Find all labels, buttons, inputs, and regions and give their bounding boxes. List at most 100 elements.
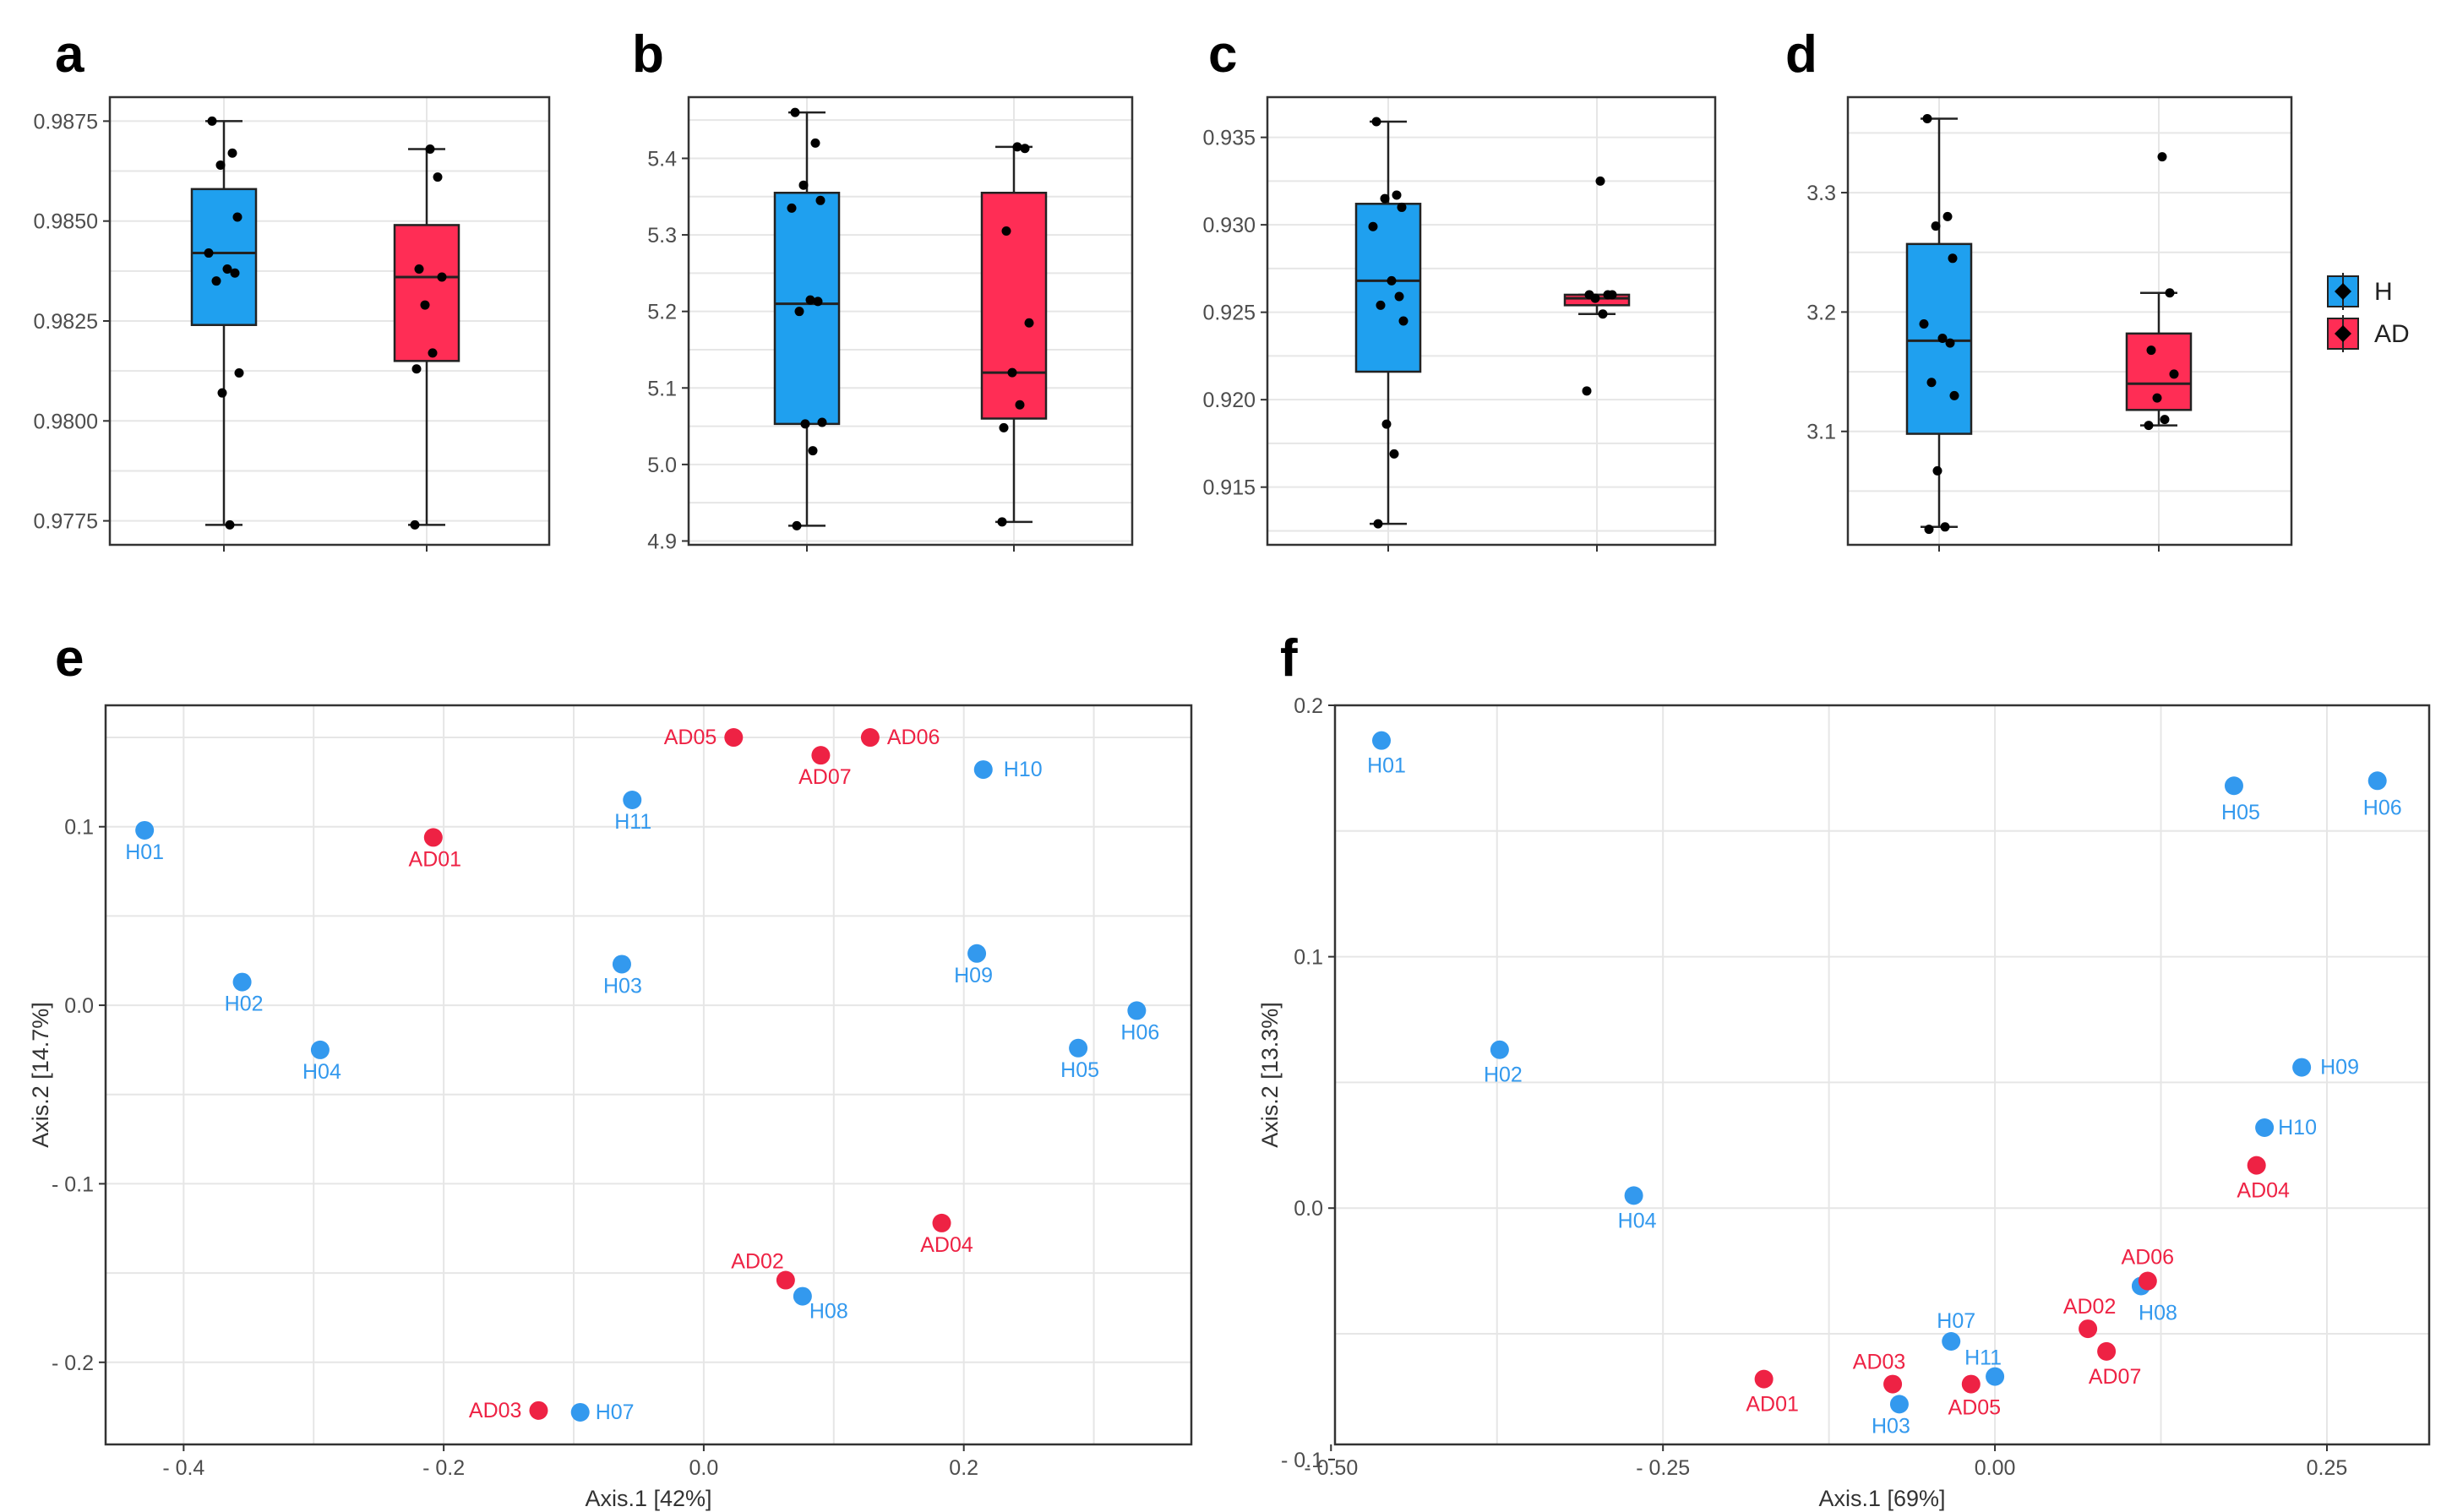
y-tick-label: 5.2 (647, 301, 677, 324)
data-point (225, 519, 235, 530)
y-tick-label: - 0.1 (1281, 1449, 1323, 1472)
data-point (805, 295, 815, 305)
point-label: H07 (596, 1401, 635, 1424)
point-label: H07 (1937, 1309, 1975, 1333)
y-tick-label: - 0.2 (52, 1352, 94, 1375)
data-point (1381, 419, 1392, 429)
data-point (1012, 142, 1022, 152)
data-point (211, 276, 221, 286)
x-tick-label: 0.25 (2307, 1456, 2348, 1480)
data-point (798, 180, 809, 190)
point-AD02 (2079, 1319, 2098, 1339)
plot-border (1846, 95, 2293, 547)
point-label: AD03 (469, 1399, 522, 1422)
data-point (2144, 421, 2154, 431)
plot-border (1333, 704, 2431, 1446)
point-H06 (2367, 771, 2387, 791)
point-label: AD03 (1853, 1351, 1906, 1374)
y-tick-label: 0.930 (1202, 214, 1256, 237)
data-point (1394, 291, 1404, 302)
point-H08 (793, 1286, 812, 1306)
point-AD04 (2247, 1156, 2266, 1175)
point-H02 (1490, 1040, 1509, 1059)
data-point (815, 195, 825, 205)
y-tick-label: 3.1 (1806, 421, 1836, 444)
plot-area (1335, 705, 2429, 1444)
data-point (2165, 288, 2175, 298)
data-point (1948, 253, 1958, 264)
x-axis-title: Axis.1 [42%] (585, 1486, 711, 1511)
data-point (420, 300, 430, 310)
data-point (217, 388, 227, 398)
data-point (1945, 338, 1955, 348)
point-label: H10 (2278, 1116, 2317, 1139)
data-point (1398, 316, 1408, 326)
box-H (190, 188, 258, 326)
point-AD02 (776, 1270, 795, 1290)
panel-label: c (1208, 25, 1237, 84)
data-point (997, 517, 1007, 527)
data-point (433, 172, 443, 182)
point-H11 (623, 791, 642, 810)
plot-border (104, 704, 1193, 1446)
x-tick-label: - 0.25 (1636, 1456, 1690, 1480)
y-tick-label: 3.3 (1806, 182, 1836, 205)
point-H04 (310, 1040, 330, 1059)
point-H06 (1127, 1001, 1147, 1020)
point-AD07 (811, 746, 831, 765)
data-point (1942, 211, 1953, 221)
point-label: AD04 (2237, 1179, 2290, 1203)
point-AD03 (1883, 1374, 1903, 1394)
x-tick-label: 0.0 (689, 1456, 719, 1480)
box-H (773, 191, 841, 426)
point-label: H10 (1004, 758, 1043, 781)
point-label: AD06 (2122, 1246, 2175, 1270)
point-H01 (1372, 731, 1392, 750)
point-H01 (135, 820, 155, 840)
point-label: H08 (2139, 1302, 2177, 1325)
data-point (1926, 378, 1937, 388)
point-label: H04 (302, 1060, 341, 1084)
y-tick-label: 0.925 (1202, 302, 1256, 325)
data-point (428, 348, 438, 358)
point-AD05 (1961, 1374, 1981, 1394)
legend-diamond-icon (2335, 283, 2351, 300)
y-tick-label: 0.9825 (34, 310, 98, 334)
point-H09 (967, 944, 987, 963)
data-point (425, 144, 435, 155)
x-axis-title: Axis.1 [69%] (1818, 1486, 1945, 1511)
y-tick-label: 0.1 (1294, 946, 1323, 970)
point-H11 (1986, 1367, 2005, 1386)
point-H10 (2255, 1118, 2275, 1137)
data-point (817, 417, 827, 427)
point-label: H05 (2221, 801, 2260, 824)
data-point (1389, 449, 1399, 459)
data-point (810, 138, 820, 148)
data-point (1368, 221, 1378, 231)
y-tick-label: - 0.1 (52, 1172, 94, 1196)
data-point (2157, 152, 2167, 162)
data-point (222, 264, 232, 274)
data-point (1001, 226, 1011, 237)
data-point (227, 148, 237, 158)
y-tick-label: 0.9800 (34, 410, 98, 433)
point-H07 (1942, 1331, 1961, 1351)
data-point (1598, 309, 1608, 319)
data-point (2152, 393, 2162, 403)
data-point (1931, 221, 1941, 231)
panel-c: c 0.915 0.920 0.925 0.930 0.935 (1202, 25, 1717, 552)
plot-border (1266, 95, 1717, 547)
plot-border (108, 95, 551, 547)
point-label: H11 (614, 810, 651, 834)
y-tick-label: 5.0 (647, 454, 677, 477)
point-label: H09 (954, 964, 993, 987)
panel-label: d (1785, 25, 1817, 84)
x-tick-label: - 0.2 (422, 1456, 465, 1480)
data-point (1015, 400, 1025, 410)
y-axis-title: Axis.2 [14.7%] (28, 1002, 53, 1148)
data-point (1020, 144, 1030, 154)
box-AD (393, 224, 460, 362)
point-label: H11 (1964, 1346, 2002, 1370)
data-point (1922, 113, 1932, 123)
data-point (411, 364, 422, 374)
